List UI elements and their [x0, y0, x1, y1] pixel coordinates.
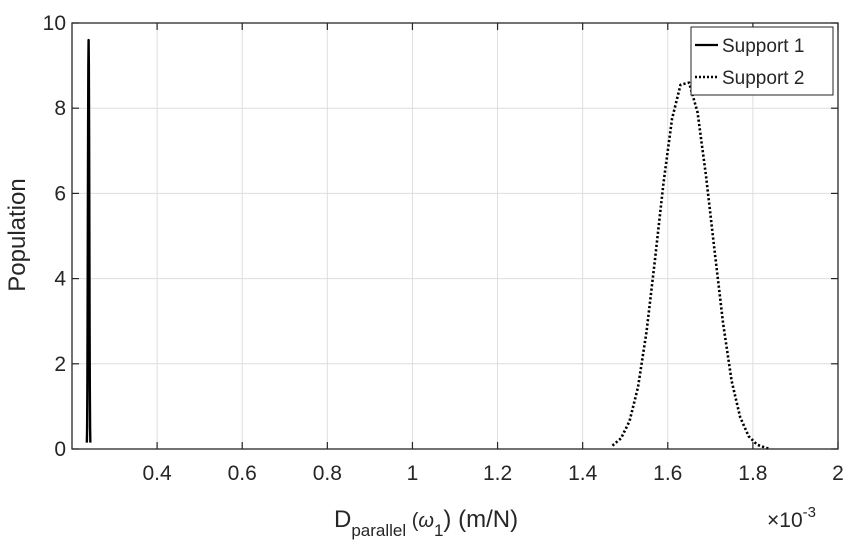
series-line-support-1 [85, 38, 92, 443]
y-tick-label: 10 [43, 12, 66, 35]
y-tick-label: 2 [54, 353, 66, 376]
series-line-support-2 [611, 81, 771, 451]
y-tick-label: 0 [54, 438, 66, 461]
y-tick-label: 8 [54, 97, 66, 120]
x-tick-label: 1.8 [738, 462, 767, 485]
legend: Support 1 Support 2 [690, 26, 834, 96]
x-axis-label-open: ( [406, 510, 419, 532]
y-tick-label: 4 [54, 268, 66, 291]
x-axis-exponent-power: -3 [803, 504, 816, 521]
x-axis-label: Dparallel (ω1) (m/N) [334, 506, 518, 540]
ticks [72, 22, 839, 450]
x-axis-exponent: ×10-3 [767, 504, 816, 532]
x-tick-label: 0.6 [228, 462, 257, 485]
x-tick-label: 1.2 [483, 462, 512, 485]
y-axis-label: Population [4, 178, 31, 291]
x-tick-label: 0.4 [143, 462, 173, 485]
plot-frame [71, 22, 839, 450]
x-tick-label: 1.4 [568, 462, 598, 485]
x-axis-label-main: D [334, 506, 351, 533]
x-tick-label: 1 [407, 462, 419, 485]
legend-label-support-2: Support 2 [722, 68, 804, 89]
tick-labels: 0.4 0.6 0.8 1 1.2 1.4 1.6 1.8 2 0 2 4 6 8 10 [43, 12, 844, 485]
x-tick-label: 2 [832, 462, 844, 485]
x-axis-label-units: ) (m/N) [443, 506, 518, 533]
series-layer [85, 38, 771, 451]
x-axis-label-omega-subscript: 1 [434, 521, 443, 540]
y-tick-label: 6 [54, 182, 66, 205]
legend-label-support-1: Support 1 [722, 36, 804, 57]
x-axis-label-omega: ω [418, 510, 434, 532]
x-axis-exponent-base: ×10 [767, 509, 803, 532]
x-tick-label: 1.6 [653, 462, 682, 485]
x-axis-label-subscript: parallel [351, 521, 406, 540]
x-tick-label: 0.8 [313, 462, 342, 485]
legend-box [690, 26, 834, 96]
